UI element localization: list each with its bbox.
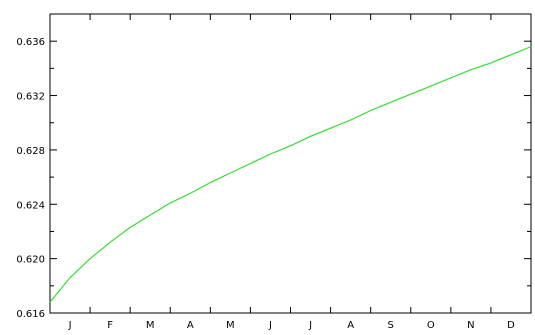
x-tick-label: M bbox=[226, 320, 235, 331]
x-tick-label: J bbox=[268, 320, 272, 331]
y-tick-label: 0.632 bbox=[16, 92, 45, 103]
x-tick-label: S bbox=[388, 320, 394, 331]
plot-frame bbox=[49, 13, 532, 314]
x-tick-label: D bbox=[507, 320, 515, 331]
x-tick-label: M bbox=[146, 320, 155, 331]
series-group bbox=[49, 46, 532, 303]
x-tick-label: A bbox=[187, 320, 194, 331]
x-tick-label: F bbox=[107, 320, 113, 331]
y-tick-label: 0.620 bbox=[16, 255, 45, 266]
y-tick-label: 0.636 bbox=[16, 37, 45, 48]
y-tick-label: 0.628 bbox=[16, 146, 45, 157]
x-tick-label: O bbox=[427, 320, 435, 331]
x-tick-label: N bbox=[467, 320, 474, 331]
series-line bbox=[49, 46, 532, 303]
axis-ticks bbox=[49, 14, 532, 314]
x-tick-label: J bbox=[68, 320, 72, 331]
y-axis-tick-labels: 0.616 0.620 0.624 0.628 0.632 0.636 bbox=[16, 37, 45, 320]
x-tick-label: J bbox=[308, 320, 312, 331]
x-tick-label: A bbox=[347, 320, 354, 331]
y-tick-label: 0.616 bbox=[16, 309, 45, 320]
y-tick-label: 0.624 bbox=[16, 200, 45, 211]
